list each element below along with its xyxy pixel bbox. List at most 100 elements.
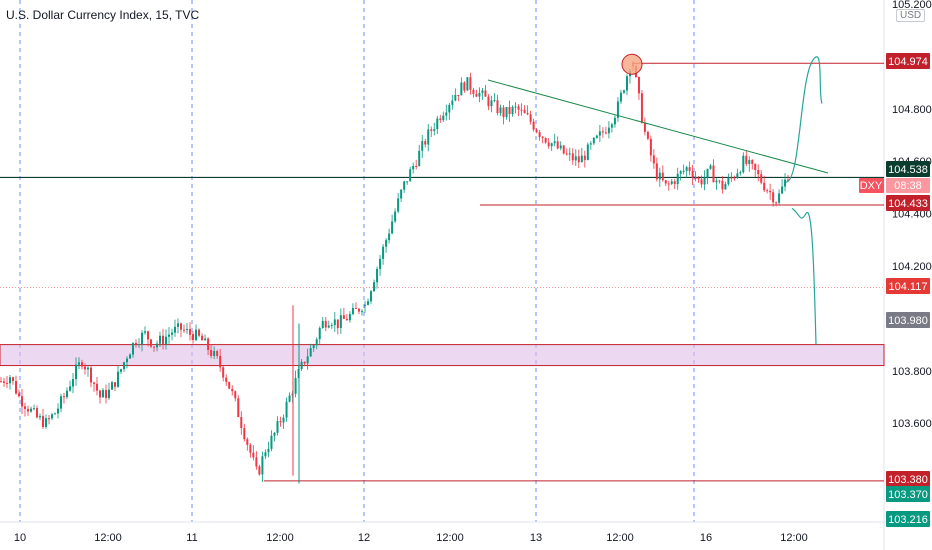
candle-body	[586, 144, 589, 160]
candle-body	[249, 444, 252, 453]
candle-body	[730, 177, 733, 179]
candle-body	[354, 307, 357, 309]
candle-body	[90, 367, 92, 383]
candle-body	[772, 192, 775, 203]
candle-body	[655, 163, 658, 180]
price-label-bg	[886, 195, 930, 211]
candle-body	[330, 325, 333, 327]
price-label-text: 104.433	[888, 198, 928, 210]
y-tick-label: 104.200	[892, 261, 932, 273]
candle-body	[367, 301, 370, 305]
candle-body	[535, 129, 538, 133]
candle-body	[111, 382, 113, 390]
candle-body	[400, 189, 403, 199]
candle-body	[424, 141, 427, 145]
candle-body	[144, 331, 146, 333]
candle-body	[481, 90, 484, 93]
candle-body	[345, 318, 348, 321]
candle-body	[147, 331, 149, 340]
candle-body	[697, 177, 700, 180]
candle-body	[433, 129, 436, 131]
candle-body	[357, 308, 360, 312]
candle-body	[388, 233, 391, 241]
candle-body	[318, 327, 321, 340]
candle-body	[715, 180, 718, 183]
candle-body	[135, 342, 137, 345]
candle-body	[39, 416, 41, 418]
price-label-bg	[886, 53, 930, 69]
candle-body	[490, 100, 493, 107]
candle-body	[42, 416, 44, 427]
candle-body	[409, 169, 412, 182]
candle-body	[688, 167, 691, 171]
candle-body	[264, 452, 267, 457]
candle-body	[189, 329, 191, 335]
candle-body	[547, 142, 550, 147]
candle-body	[643, 122, 646, 132]
candle-body	[484, 90, 487, 97]
price-label-bg	[886, 161, 930, 177]
candle-body	[30, 408, 32, 412]
price-label-bg	[886, 471, 930, 487]
candle-body	[309, 348, 312, 357]
candle-body	[252, 452, 255, 458]
candle-body	[6, 382, 8, 384]
candle-body	[667, 183, 670, 185]
candle-body	[342, 315, 345, 319]
candle-body	[204, 338, 207, 341]
x-tick-label: 12:00	[780, 532, 808, 544]
x-tick-label: 16	[700, 532, 712, 544]
price-labels: 104.974 104.538 104.433 104.117 103.980 103.3…	[859, 53, 930, 527]
candle-body	[246, 439, 249, 445]
candle-body	[622, 90, 625, 93]
candle-body	[24, 406, 26, 409]
candle-body	[150, 339, 152, 347]
candle-body	[360, 311, 363, 313]
candle-body	[763, 182, 766, 191]
candle-body	[36, 408, 38, 418]
x-tick-label: 12:00	[266, 532, 294, 544]
candle-body	[616, 101, 619, 118]
candle-body	[439, 118, 442, 121]
candle-body	[523, 109, 526, 114]
candle-body	[766, 190, 769, 192]
candle-body	[105, 390, 107, 399]
candle-body	[303, 361, 306, 364]
candle-body	[219, 355, 222, 368]
candle-body	[472, 89, 475, 94]
candle-body	[243, 428, 246, 440]
candle-body	[739, 172, 742, 174]
candle-body	[108, 389, 110, 399]
candle-body	[327, 325, 330, 328]
candle-body	[526, 113, 529, 115]
candle-body	[568, 153, 571, 155]
candle-body	[604, 132, 607, 134]
candle-body	[114, 382, 116, 387]
candle-body	[198, 329, 201, 336]
candle-body	[63, 396, 65, 398]
candle-body	[267, 448, 270, 453]
candle-body	[598, 131, 601, 136]
candle-body	[180, 323, 182, 330]
candle-body	[418, 150, 421, 167]
price-label-text: 104.117	[889, 281, 928, 293]
candle-body	[15, 380, 17, 394]
y-tick-label: 103.600	[892, 418, 932, 430]
candle-body	[541, 136, 544, 138]
candle-body	[496, 100, 499, 114]
candle-body	[619, 92, 622, 102]
candle-body	[745, 155, 748, 164]
time-axis[interactable]: 10 12:00 11 12:00 12 12:00 13 12:00 16 12:00	[14, 532, 808, 544]
candle-body	[466, 77, 469, 91]
candle-body	[234, 391, 237, 399]
candle-body	[129, 354, 131, 359]
trendline	[487, 79, 829, 174]
candle-body	[682, 170, 685, 172]
candle-body	[562, 145, 565, 154]
candle-body	[171, 332, 173, 335]
candle-body	[685, 167, 688, 171]
currency-badge[interactable]: USD	[896, 9, 926, 22]
candle-body	[279, 421, 282, 423]
candle-body	[754, 163, 757, 171]
